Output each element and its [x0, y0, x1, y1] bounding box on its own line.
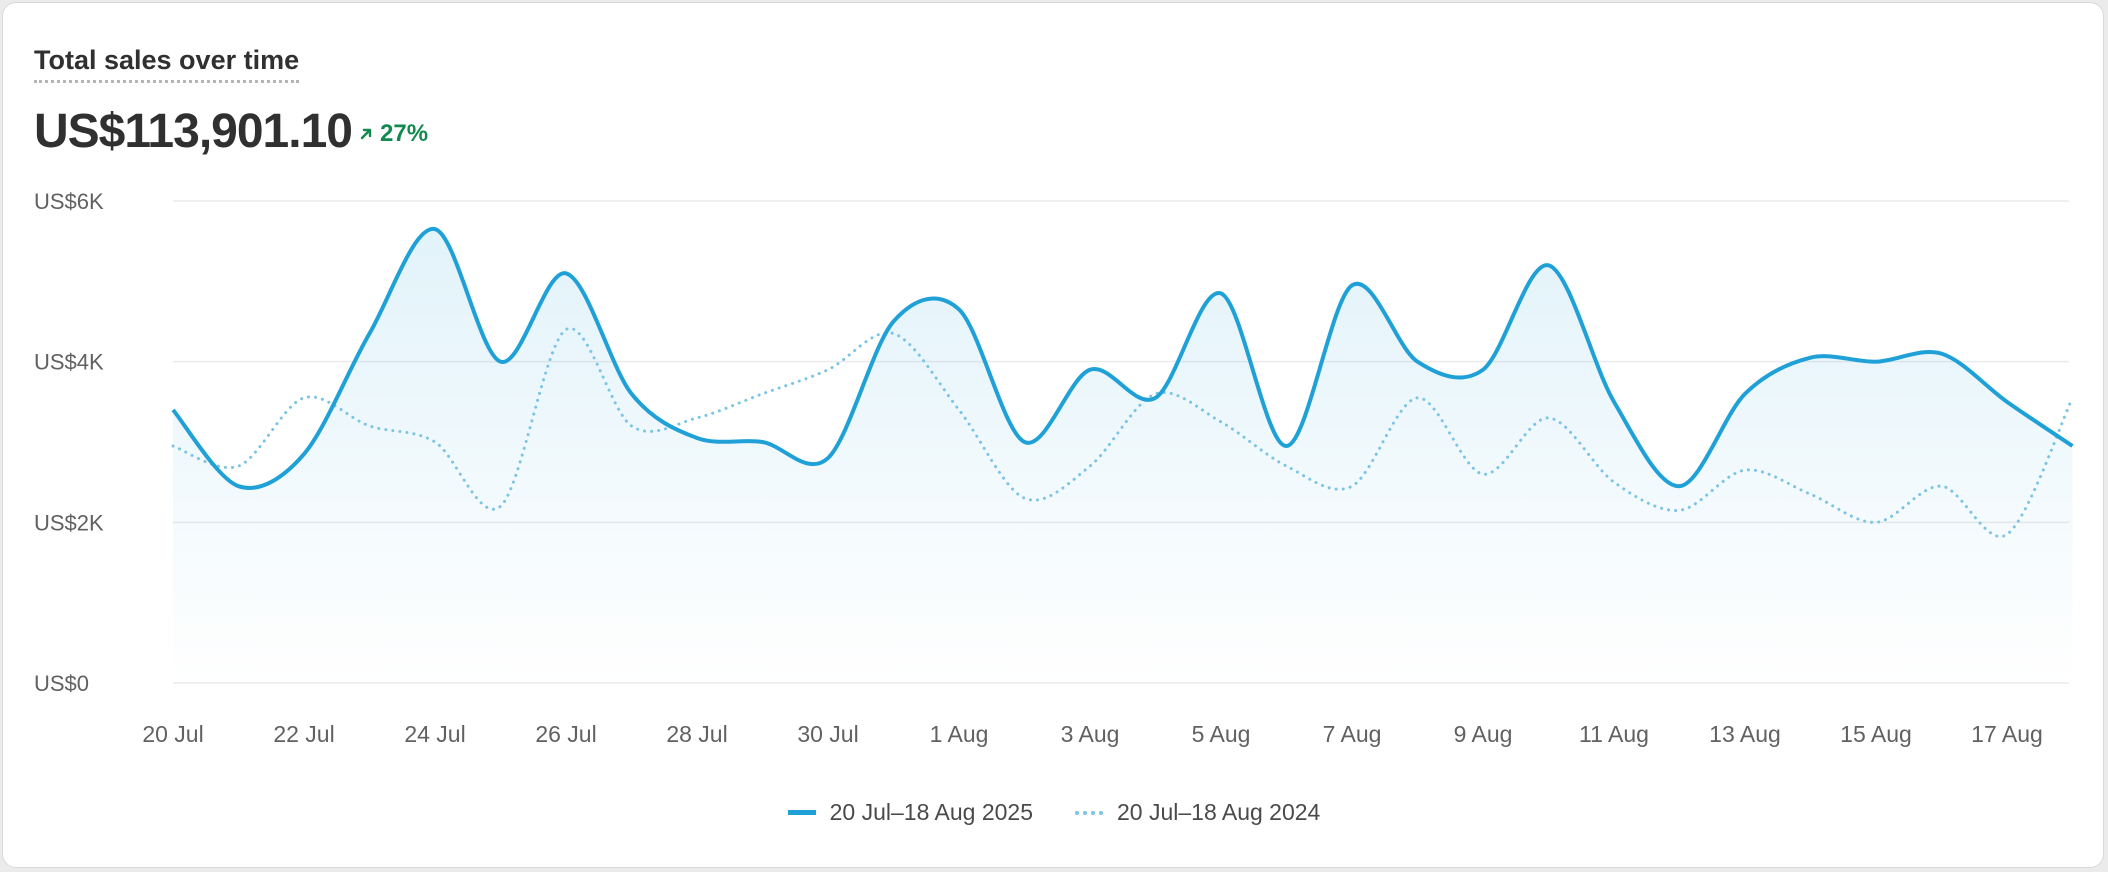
data-point-series-0-12[interactable]	[953, 303, 965, 315]
x-tick-label: 26 Jul	[535, 721, 596, 747]
data-point-series-0-17[interactable]	[1281, 440, 1293, 452]
data-point-series-1-23[interactable]	[1674, 504, 1686, 516]
data-point-series-1-29[interactable]	[2067, 392, 2079, 404]
data-point-series-0-14[interactable]	[1084, 364, 1096, 376]
legend-label-previous: 20 Jul–18 Aug 2024	[1117, 799, 1321, 825]
legend-item-previous[interactable]: 20 Jul–18 Aug 2024	[1075, 799, 1320, 826]
legend-solid-line-icon	[787, 810, 816, 815]
data-point-series-1-5[interactable]	[495, 500, 507, 512]
data-point-series-0-11[interactable]	[888, 316, 900, 328]
x-tick-label: 13 Aug	[1709, 721, 1781, 747]
data-point-series-1-21[interactable]	[1543, 412, 1555, 424]
data-point-series-0-9[interactable]	[757, 436, 769, 448]
legend-item-current[interactable]: 20 Jul–18 Aug 2025	[787, 799, 1033, 826]
data-point-series-1-18[interactable]	[1346, 480, 1358, 492]
data-point-series-1-17[interactable]	[1281, 460, 1293, 472]
data-point-series-0-26[interactable]	[1870, 356, 1882, 368]
data-point-series-0-23[interactable]	[1674, 480, 1686, 492]
data-point-series-1-16[interactable]	[1215, 416, 1227, 428]
data-point-series-0-6[interactable]	[560, 267, 572, 279]
data-point-series-0-21[interactable]	[1543, 259, 1555, 271]
x-tick-label: 3 Aug	[1061, 721, 1120, 747]
x-tick-label: 20 Jul	[142, 721, 203, 747]
data-point-series-0-1[interactable]	[233, 480, 245, 492]
series-layer	[171, 227, 2074, 684]
data-point-series-0-29[interactable]	[2067, 440, 2079, 452]
chart-legend: 20 Jul–18 Aug 2025 20 Jul–18 Aug 2024	[3, 799, 2105, 826]
x-tick-label: 1 Aug	[930, 721, 989, 747]
y-tick-label: US$2K	[34, 510, 104, 535]
data-point-series-1-25[interactable]	[1805, 488, 1817, 500]
change-badge: 27%	[358, 119, 428, 149]
data-point-series-0-16[interactable]	[1215, 287, 1227, 299]
data-point-series-1-10[interactable]	[822, 364, 834, 376]
data-point-series-0-0[interactable]	[167, 404, 179, 416]
data-point-series-1-13[interactable]	[1019, 492, 1031, 504]
data-point-series-1-24[interactable]	[1739, 464, 1751, 476]
data-point-series-0-3[interactable]	[364, 328, 376, 340]
data-point-series-1-26[interactable]	[1870, 516, 1882, 528]
data-point-series-1-22[interactable]	[1608, 476, 1620, 488]
data-point-series-0-15[interactable]	[1150, 392, 1162, 404]
data-point-series-0-24[interactable]	[1739, 388, 1751, 400]
legend-dotted-line-icon	[1075, 810, 1103, 815]
x-tick-label: 28 Jul	[666, 721, 727, 747]
data-point-series-0-22[interactable]	[1608, 396, 1620, 408]
x-tick-label: 11 Aug	[1579, 721, 1649, 747]
legend-label-current: 20 Jul–18 Aug 2025	[829, 799, 1033, 825]
sales-line-chart[interactable]: US$0 US$2K US$4K US$6K 20 Jul 22 Jul 24 Jul 26…	[3, 3, 2105, 793]
chart-title[interactable]: Total sales over time	[34, 45, 300, 83]
data-point-series-1-1[interactable]	[233, 460, 245, 472]
data-point-series-0-7[interactable]	[626, 388, 638, 400]
data-point-series-0-20[interactable]	[1477, 364, 1489, 376]
series-area-0	[173, 228, 2073, 684]
data-point-series-0-2[interactable]	[298, 448, 310, 460]
data-point-series-0-10[interactable]	[822, 452, 834, 464]
data-point-series-1-9[interactable]	[757, 388, 769, 400]
x-tick-label: 15 Aug	[1840, 721, 1912, 747]
x-tick-label: 22 Jul	[273, 721, 334, 747]
data-point-series-1-27[interactable]	[1936, 480, 1948, 492]
x-axis-labels: 20 Jul 22 Jul 24 Jul 26 Jul 28 Jul 30 Jul 1 Au…	[142, 721, 2043, 747]
data-point-series-1-20[interactable]	[1477, 468, 1489, 480]
data-point-series-1-11[interactable]	[888, 328, 900, 340]
data-point-series-1-2[interactable]	[298, 392, 310, 404]
data-point-series-0-19[interactable]	[1412, 356, 1424, 368]
y-axis-labels: US$0 US$2K US$4K US$6K	[34, 189, 104, 696]
y-tick-label: US$4K	[34, 350, 104, 375]
data-point-series-0-5[interactable]	[495, 356, 507, 368]
data-point-series-1-4[interactable]	[429, 436, 441, 448]
data-point-series-0-13[interactable]	[1019, 436, 1031, 448]
data-point-series-1-12[interactable]	[953, 404, 965, 416]
x-tick-label: 30 Jul	[797, 721, 858, 747]
data-point-series-0-18[interactable]	[1346, 279, 1358, 291]
arrow-up-right-icon	[360, 128, 372, 140]
total-sales-value: US$113,901.10	[34, 105, 353, 158]
data-point-series-0-8[interactable]	[691, 432, 703, 444]
data-point-series-1-6[interactable]	[560, 324, 572, 336]
x-tick-label: 7 Aug	[1323, 721, 1382, 747]
y-tick-label: US$0	[34, 671, 89, 696]
x-tick-label: 9 Aug	[1454, 721, 1513, 747]
data-point-series-1-14[interactable]	[1084, 460, 1096, 472]
change-percent: 27%	[380, 120, 429, 147]
data-point-series-0-27[interactable]	[1936, 348, 1948, 360]
data-point-series-1-28[interactable]	[2001, 528, 2013, 540]
data-point-series-0-4[interactable]	[429, 223, 441, 235]
series-line-0[interactable]	[171, 227, 2074, 490]
series-line-1[interactable]	[171, 326, 2074, 538]
data-point-series-1-3[interactable]	[364, 420, 376, 432]
y-tick-label: US$6K	[34, 189, 104, 214]
x-tick-label: 5 Aug	[1192, 721, 1251, 747]
data-point-series-0-25[interactable]	[1805, 352, 1817, 364]
x-tick-label: 17 Aug	[1971, 721, 2043, 747]
data-point-series-1-19[interactable]	[1412, 392, 1424, 404]
data-point-series-1-0[interactable]	[167, 440, 179, 452]
data-point-series-1-7[interactable]	[626, 420, 638, 432]
x-tick-label: 24 Jul	[404, 721, 465, 747]
data-point-series-1-8[interactable]	[691, 412, 703, 424]
data-point-series-0-28[interactable]	[2001, 396, 2013, 408]
